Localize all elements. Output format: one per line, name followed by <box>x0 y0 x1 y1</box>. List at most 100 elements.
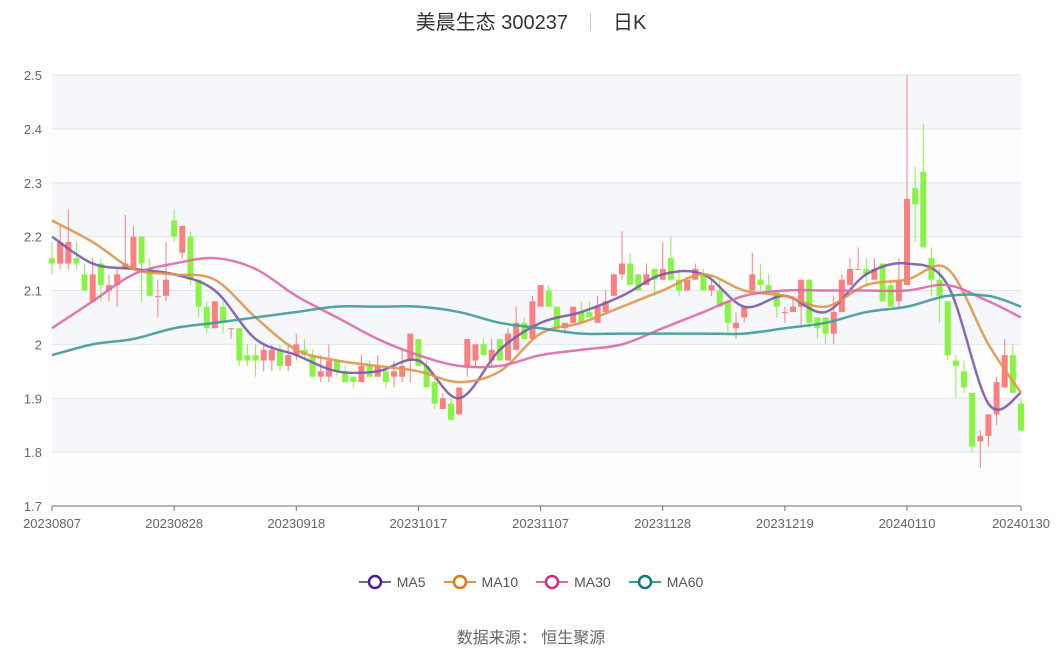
period-label: 日K <box>612 12 647 34</box>
candle-down <box>627 252 634 286</box>
candle-down <box>81 263 88 291</box>
candle-body <box>993 382 1000 415</box>
legend-item-ma5[interactable]: MA5 <box>358 574 426 590</box>
candle-down <box>912 166 919 243</box>
stock-code: 300237 <box>501 12 568 34</box>
y-axis: 1.7 1.8 1.9 2 2.1 2.2 2.3 2.4 2.5 <box>24 68 42 514</box>
candle-down <box>171 209 178 243</box>
candle-up <box>749 252 756 291</box>
candle-up <box>684 279 691 291</box>
candle-up <box>456 387 463 415</box>
candle-up <box>993 376 1000 426</box>
candle-down <box>1009 344 1016 393</box>
candle-body <box>847 268 853 286</box>
candle-up <box>985 414 992 447</box>
x-tick-label: 20230828 <box>145 516 203 531</box>
candle-body <box>749 274 756 291</box>
candle-body <box>472 344 479 361</box>
candle-up <box>260 344 267 372</box>
candle-up <box>847 258 853 286</box>
legend-label: MA5 <box>396 574 426 590</box>
candle-down <box>757 263 764 291</box>
candle-down <box>49 242 55 275</box>
candle-down <box>431 376 438 410</box>
legend-item-ma30[interactable]: MA30 <box>536 574 611 590</box>
candle-down <box>252 344 259 377</box>
legend-marker-icon <box>443 574 476 590</box>
candle-body <box>944 301 951 356</box>
candle-body <box>733 322 739 329</box>
candle-body <box>985 414 992 436</box>
line-ma60 <box>51 293 1022 357</box>
candle-body <box>342 371 349 383</box>
legend-item-ma60[interactable]: MA60 <box>628 574 703 590</box>
candle-body <box>334 360 340 372</box>
candle-body <box>667 258 674 280</box>
candle-body <box>806 279 813 323</box>
candle-body <box>89 274 96 302</box>
candle-up <box>285 344 292 372</box>
candle-body <box>716 290 723 307</box>
candle-up <box>904 75 910 286</box>
candle-down <box>277 344 283 372</box>
plot-band <box>52 182 1021 237</box>
candle-down <box>545 285 552 307</box>
candle-up <box>472 344 479 366</box>
y-tick-label: 2.5 <box>24 68 42 83</box>
candle-body <box>138 236 145 264</box>
legend: MA5 MA10 MA30 MA60 <box>0 574 1062 590</box>
y-tick-label: 1.7 <box>24 499 42 514</box>
y-tick-label: 2.1 <box>24 284 42 299</box>
x-tick-label: 20231017 <box>390 516 448 531</box>
candle-down <box>220 301 226 334</box>
candle-body <box>708 285 715 291</box>
line-ma10 <box>51 219 1023 394</box>
y-tick-label: 1.9 <box>24 391 42 406</box>
candle-body <box>244 355 251 361</box>
candle-body <box>65 242 72 264</box>
candle-body <box>627 263 634 286</box>
candle-body <box>260 349 267 361</box>
candle-down <box>887 279 894 307</box>
candle-body <box>545 290 552 307</box>
candle-up <box>741 306 748 323</box>
candle-up <box>977 430 984 469</box>
legend-item-ma10[interactable]: MA10 <box>443 574 518 590</box>
candle-down <box>203 301 210 334</box>
candle-body <box>439 398 446 410</box>
data-source: 数据来源： 恒生聚源 <box>456 630 606 647</box>
line-ma5 <box>51 235 1022 411</box>
candle-body <box>350 376 357 383</box>
candle-up <box>106 274 112 302</box>
candle-down <box>724 301 731 334</box>
legend-label: MA30 <box>574 574 611 590</box>
candle-body <box>97 263 104 286</box>
x-tick-label: 20230918 <box>267 516 325 531</box>
candle-body <box>643 274 650 286</box>
legend-marker-icon <box>536 574 569 590</box>
candle-body <box>635 274 642 291</box>
legend-marker-icon <box>628 574 661 590</box>
candle-body <box>594 306 601 323</box>
candle-body <box>130 236 137 269</box>
candle-down <box>651 268 658 296</box>
candle-down <box>765 274 772 291</box>
plot-background <box>52 75 1021 506</box>
candle-body <box>1009 355 1016 393</box>
candle-body <box>741 306 748 318</box>
candle-body <box>904 198 910 286</box>
candle-up <box>529 295 536 339</box>
candle-up <box>505 328 511 361</box>
candle-body <box>236 328 243 361</box>
candle-body <box>838 279 845 313</box>
candle-down <box>961 360 967 393</box>
candle-body <box>830 312 837 334</box>
candle-body <box>317 371 324 377</box>
y-tick-label: 2.2 <box>24 230 42 245</box>
candle-up <box>602 290 609 313</box>
candle-up <box>122 215 129 269</box>
x-tick-label: 20231219 <box>756 516 814 531</box>
candle-body <box>757 279 764 286</box>
candle-up <box>179 225 186 259</box>
candle-body <box>912 188 919 205</box>
